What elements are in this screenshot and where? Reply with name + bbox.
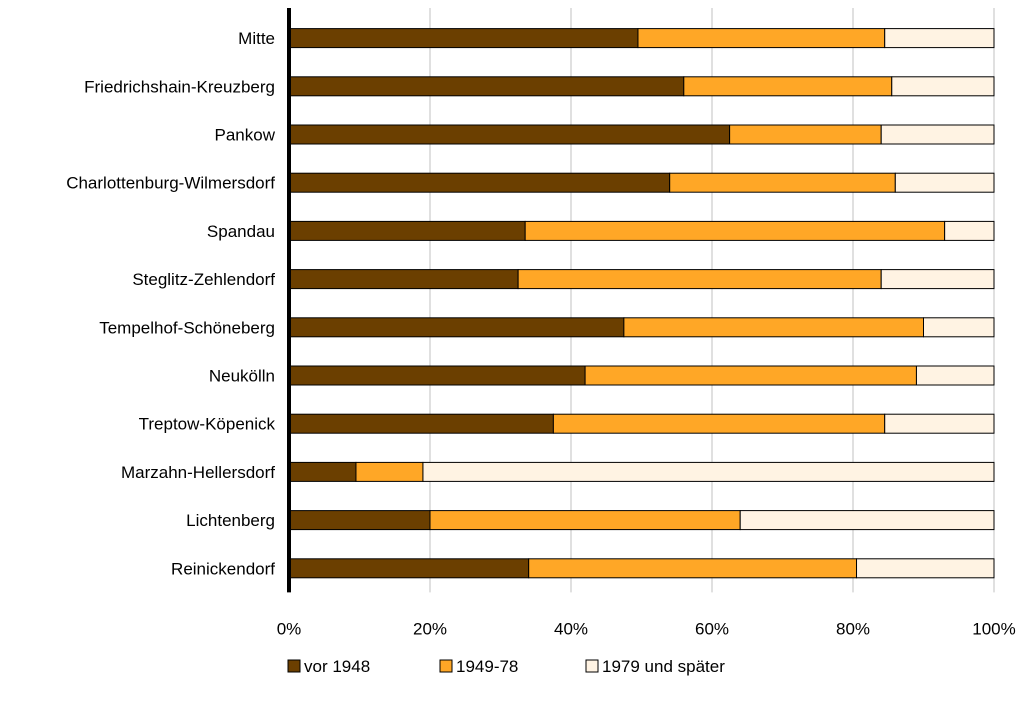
bar-segment-1	[288, 558, 530, 579]
bar-segment-1	[288, 172, 671, 193]
bar-segment-2	[528, 558, 858, 579]
bar-segment-2	[637, 28, 886, 49]
bar-segment-1	[288, 124, 731, 145]
bar-segment-2	[517, 269, 882, 290]
category-label: Neukölln	[209, 367, 275, 386]
bar-segment-1	[288, 28, 639, 49]
legend-swatch	[287, 659, 301, 673]
bar-segment-2	[729, 124, 882, 145]
bar-segment-3	[891, 76, 995, 97]
bar-segment-3	[923, 317, 995, 338]
bar-segment-1	[288, 510, 431, 531]
bar-segment-3	[894, 172, 995, 193]
bar-segment-3	[422, 461, 995, 482]
category-label: Spandau	[207, 222, 275, 241]
legend-label: vor 1948	[304, 657, 370, 676]
category-label: Lichtenberg	[186, 511, 275, 530]
bar-segment-3	[739, 510, 995, 531]
x-tick-label: 60%	[695, 619, 729, 638]
x-tick-label: 80%	[836, 619, 870, 638]
bar-segment-2	[552, 413, 886, 434]
category-label: Charlottenburg-Wilmersdorf	[66, 174, 275, 193]
bars	[288, 28, 995, 579]
category-label: Reinickendorf	[171, 559, 275, 578]
bar-segment-1	[288, 317, 625, 338]
bar-segment-3	[884, 413, 995, 434]
category-label: Friedrichshain-Kreuzberg	[84, 77, 275, 96]
bar-segment-2	[669, 172, 896, 193]
bar-segment-2	[524, 220, 946, 241]
bar-segment-2	[355, 461, 424, 482]
x-tick-label: 0%	[277, 619, 302, 638]
bar-segment-3	[856, 558, 995, 579]
x-tick-label: 100%	[972, 619, 1015, 638]
bar-segment-1	[288, 220, 526, 241]
bar-segment-2	[623, 317, 924, 338]
bar-segment-1	[288, 269, 519, 290]
x-tick-label: 40%	[554, 619, 588, 638]
bar-segment-3	[915, 365, 995, 386]
bar-segment-1	[288, 413, 554, 434]
bar-segment-1	[288, 365, 586, 386]
category-label: Marzahn-Hellersdorf	[121, 463, 275, 482]
legend-label: 1949-78	[456, 657, 518, 676]
bar-segment-3	[884, 28, 995, 49]
category-label: Steglitz-Zehlendorf	[132, 270, 275, 289]
category-label: Pankow	[215, 126, 276, 145]
bar-segment-2	[584, 365, 917, 386]
bar-segment-1	[288, 461, 357, 482]
bar-segment-3	[944, 220, 995, 241]
x-tick-label: 20%	[413, 619, 447, 638]
x-tick-labels: 0% 20% 40% 60% 80% 100%	[277, 619, 1016, 638]
bar-segment-3	[880, 269, 995, 290]
bar-segment-3	[880, 124, 995, 145]
bar-segment-1	[288, 76, 685, 97]
legend-swatch	[439, 659, 453, 673]
category-label: Tempelhof-Schöneberg	[99, 318, 275, 337]
category-labels: Mitte Friedrichshain-Kreuzberg Pankow Charl…	[66, 29, 276, 578]
category-label: Mitte	[238, 29, 275, 48]
legend-label: 1979 und später	[602, 657, 725, 676]
legend: vor 1948 1949-78 1979 und später	[287, 657, 725, 676]
bar-segment-2	[429, 510, 741, 531]
legend-swatch	[585, 659, 599, 673]
gridlines	[429, 8, 995, 593]
bar-segment-2	[683, 76, 893, 97]
category-label: Treptow-Köpenick	[139, 415, 276, 434]
